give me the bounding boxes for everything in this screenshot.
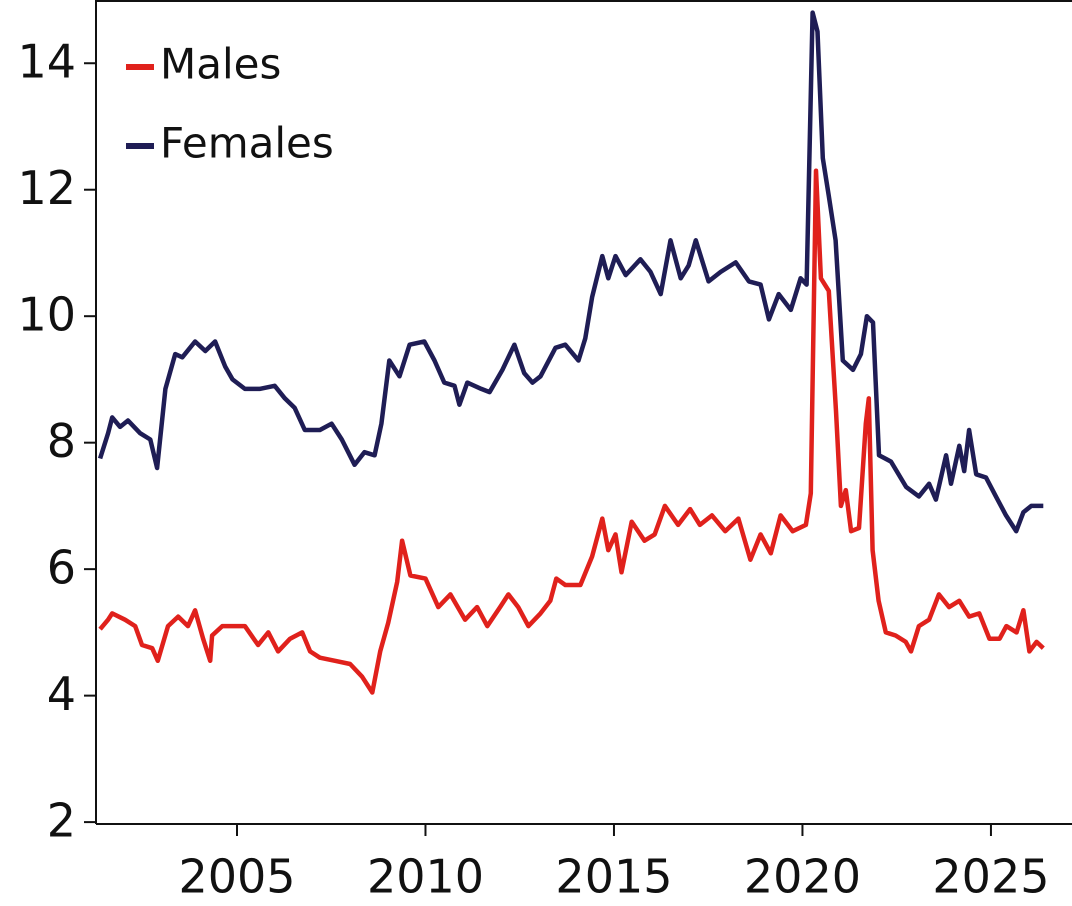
y-tick-label: 14 bbox=[17, 35, 76, 89]
y-tick-label: 10 bbox=[17, 288, 76, 342]
x-tick-label: 2005 bbox=[178, 850, 295, 904]
x-tick-label: 2015 bbox=[555, 850, 672, 904]
y-tick-label: 8 bbox=[47, 414, 76, 468]
legend-label: Males bbox=[160, 40, 281, 89]
y-tick-label: 12 bbox=[17, 161, 76, 215]
legend-label: Females bbox=[160, 119, 334, 168]
y-tick-label: 6 bbox=[47, 541, 76, 595]
x-tick-label: 2025 bbox=[932, 850, 1049, 904]
y-tick-label: 2 bbox=[47, 794, 76, 848]
y-tick-label: 4 bbox=[47, 667, 76, 721]
line-series bbox=[98, 168, 1045, 695]
axes-frame bbox=[95, 0, 1072, 825]
line-series bbox=[97, 10, 1044, 534]
x-tick-label: 2010 bbox=[367, 850, 484, 904]
x-tick-label: 2020 bbox=[744, 850, 861, 904]
